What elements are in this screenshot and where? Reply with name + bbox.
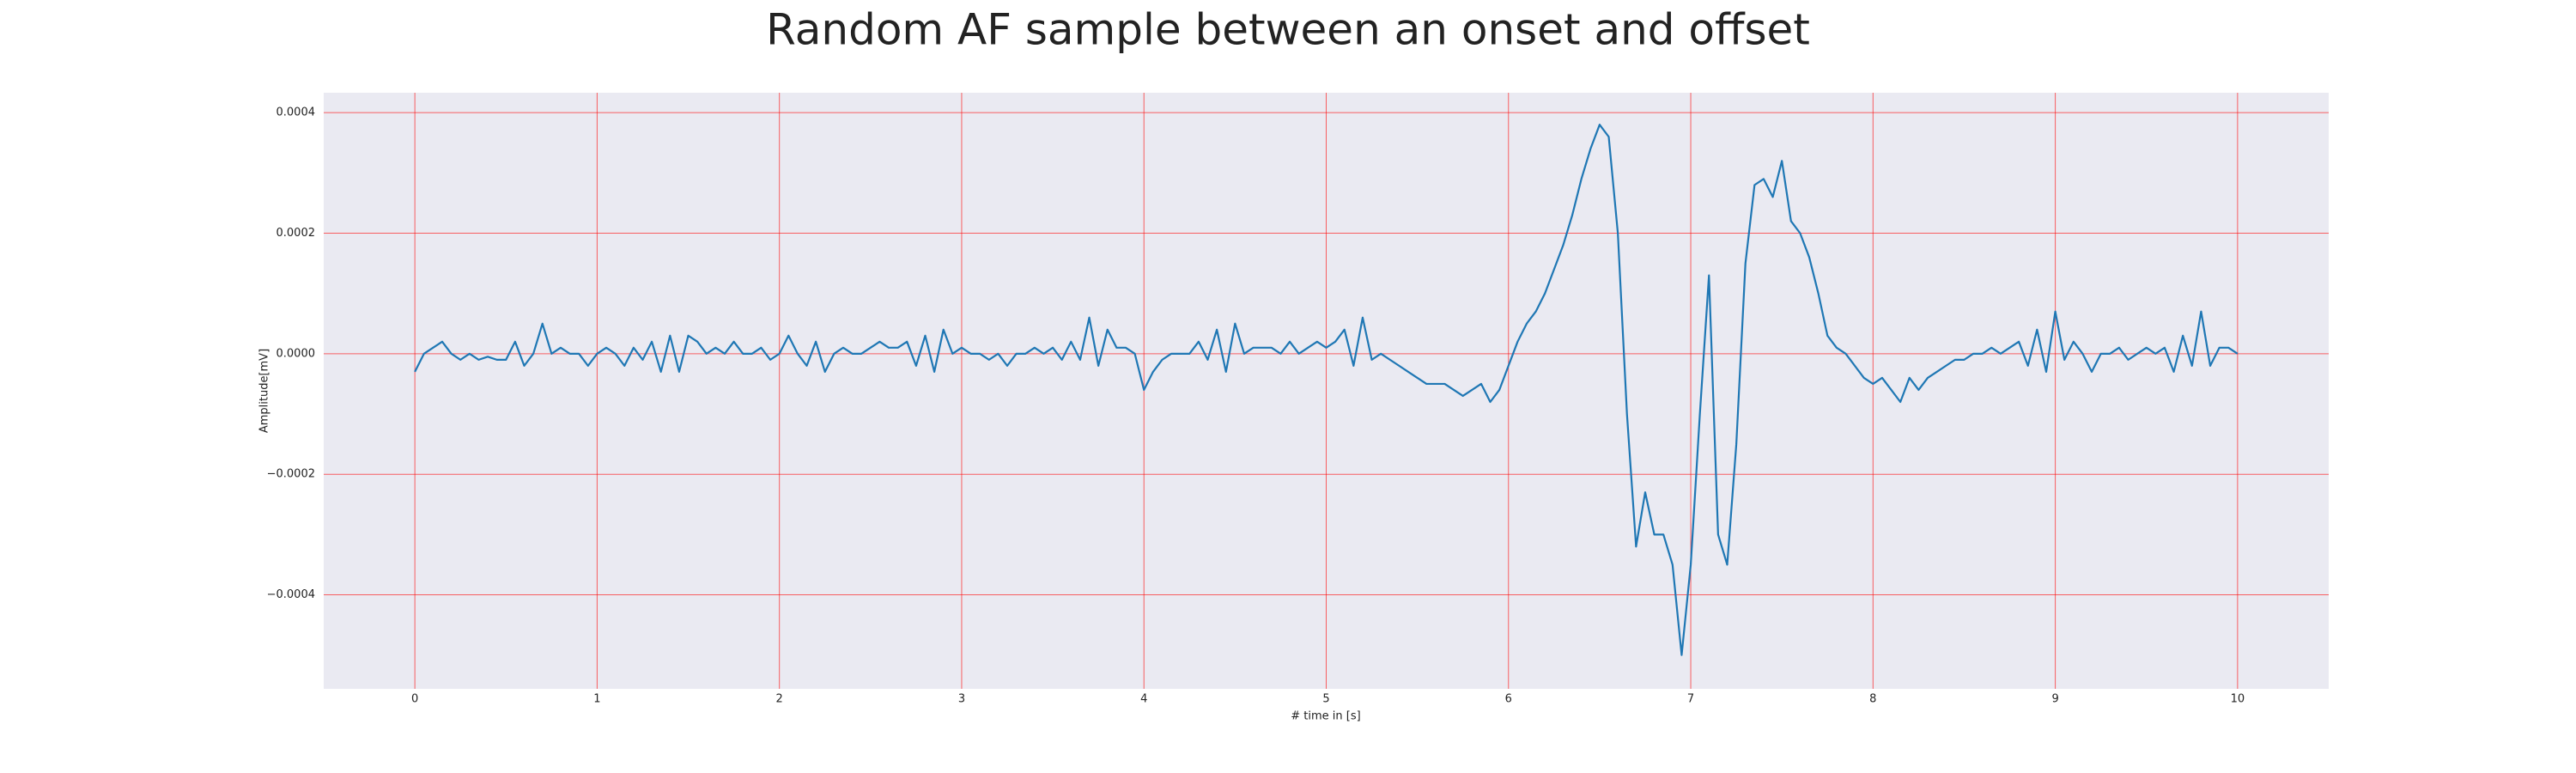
y-axis-label: Amplitude[mV] (258, 349, 271, 433)
y-tick-label: 0.0002 (276, 227, 316, 240)
signal-line (414, 124, 2239, 656)
y-tick-label: 0.0000 (276, 347, 316, 360)
x-tick-label: 0 (411, 693, 418, 706)
x-tick-label: 3 (958, 693, 965, 706)
x-tick-label: 8 (1869, 693, 1876, 706)
x-tick-label: 7 (1687, 693, 1694, 706)
y-tick-label: −0.0002 (267, 468, 315, 481)
x-axis-label: # time in [s] (1291, 710, 1360, 723)
x-tick-label: 6 (1505, 693, 1512, 706)
x-tick-label: 1 (593, 693, 600, 706)
chart-title: Random AF sample between an onset and of… (766, 5, 1810, 55)
y-tick-label: 0.0004 (276, 107, 316, 119)
x-tick-label: 2 (776, 693, 783, 706)
x-tick-label: 5 (1322, 693, 1329, 706)
y-tick-label: −0.0004 (267, 588, 315, 601)
x-tick-label: 4 (1140, 693, 1147, 706)
x-tick-label: 10 (2231, 693, 2245, 706)
x-tick-label: 9 (2051, 693, 2058, 706)
